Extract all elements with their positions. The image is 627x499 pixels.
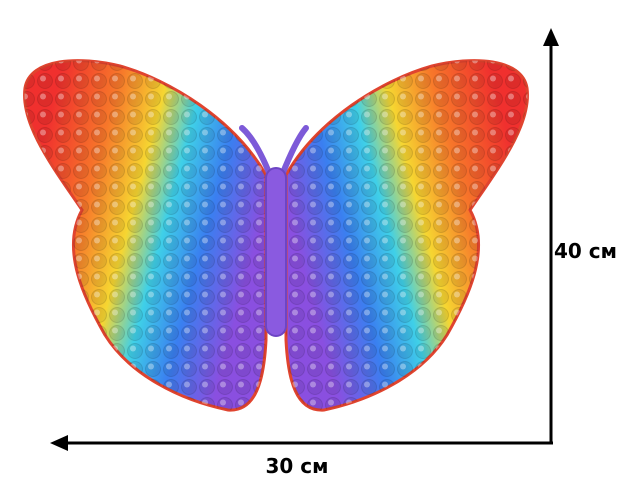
height-label: 40 см xyxy=(554,239,617,263)
dimension-arrows xyxy=(50,28,559,451)
width-label: 30 см xyxy=(266,454,329,478)
butterfly xyxy=(23,59,529,412)
